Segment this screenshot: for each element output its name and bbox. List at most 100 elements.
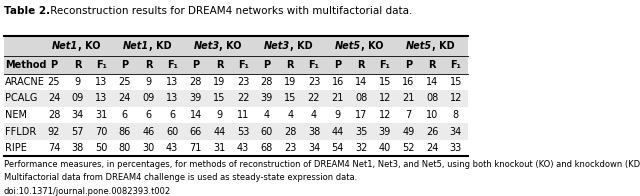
Text: 22: 22: [308, 93, 320, 103]
Text: 7: 7: [405, 110, 412, 120]
Text: 39: 39: [379, 127, 391, 137]
Text: Net1: Net1: [122, 41, 148, 51]
Text: 71: 71: [189, 143, 202, 153]
Text: 57: 57: [72, 127, 84, 137]
Text: 70: 70: [95, 127, 108, 137]
Text: , KO: , KO: [361, 41, 384, 51]
Text: 6: 6: [122, 110, 128, 120]
Text: , KO: , KO: [220, 41, 242, 51]
Text: 68: 68: [260, 143, 273, 153]
Text: 50: 50: [95, 143, 108, 153]
Text: R: R: [145, 60, 152, 70]
Text: 38: 38: [308, 127, 320, 137]
Text: F₁: F₁: [237, 60, 248, 70]
Text: 23: 23: [237, 77, 249, 87]
Text: 6: 6: [145, 110, 152, 120]
Text: 13: 13: [95, 93, 108, 103]
Text: 4: 4: [311, 110, 317, 120]
Text: 60: 60: [260, 127, 273, 137]
Text: 43: 43: [166, 143, 179, 153]
Text: 92: 92: [48, 127, 60, 137]
Text: 15: 15: [213, 93, 226, 103]
Text: P: P: [263, 60, 270, 70]
Text: P: P: [334, 60, 341, 70]
Text: F₁: F₁: [451, 60, 461, 70]
Text: 39: 39: [189, 93, 202, 103]
Text: 28: 28: [48, 110, 60, 120]
Text: 49: 49: [403, 127, 415, 137]
Text: 24: 24: [118, 93, 131, 103]
Text: 31: 31: [213, 143, 225, 153]
Text: , KD: , KD: [432, 41, 455, 51]
Text: 28: 28: [260, 77, 273, 87]
Text: 9: 9: [145, 77, 152, 87]
Text: PCALG: PCALG: [4, 93, 37, 103]
Text: 8: 8: [452, 110, 459, 120]
Text: F₁: F₁: [380, 60, 390, 70]
Text: 12: 12: [449, 93, 462, 103]
Text: Net5: Net5: [406, 41, 432, 51]
Text: 52: 52: [403, 143, 415, 153]
Bar: [4, 36, 468, 56]
Text: 13: 13: [166, 77, 179, 87]
Text: 16: 16: [403, 77, 415, 87]
Bar: [4, 123, 468, 140]
Text: Net3: Net3: [193, 41, 220, 51]
Text: 40: 40: [379, 143, 391, 153]
Text: 34: 34: [308, 143, 320, 153]
Text: 38: 38: [72, 143, 84, 153]
Text: 19: 19: [213, 77, 225, 87]
Text: P: P: [192, 60, 199, 70]
Text: NEM: NEM: [4, 110, 27, 120]
Text: Multifactorial data from DREAM4 challenge is used as steady-state expression dat: Multifactorial data from DREAM4 challeng…: [4, 173, 357, 182]
Text: 34: 34: [450, 127, 462, 137]
Text: P: P: [51, 60, 58, 70]
Text: 23: 23: [284, 143, 296, 153]
Text: 86: 86: [119, 127, 131, 137]
Text: 74: 74: [48, 143, 60, 153]
Text: , KD: , KD: [148, 41, 171, 51]
Text: , KO: , KO: [77, 41, 100, 51]
Text: 9: 9: [216, 110, 223, 120]
Text: 12: 12: [379, 93, 391, 103]
Text: 13: 13: [95, 77, 108, 87]
Text: 22: 22: [237, 93, 250, 103]
Text: Reconstruction results for DREAM4 networks with multifactorial data.: Reconstruction results for DREAM4 networ…: [47, 6, 412, 16]
Text: FFLDR: FFLDR: [4, 127, 36, 137]
Text: 24: 24: [426, 143, 438, 153]
Text: 66: 66: [189, 127, 202, 137]
Text: 25: 25: [118, 77, 131, 87]
Text: 26: 26: [426, 127, 438, 137]
Text: 23: 23: [308, 77, 320, 87]
Text: 17: 17: [355, 110, 367, 120]
Text: 4: 4: [287, 110, 293, 120]
Text: 44: 44: [213, 127, 225, 137]
Bar: [4, 56, 468, 74]
Text: 60: 60: [166, 127, 179, 137]
Text: 09: 09: [142, 93, 155, 103]
Text: 08: 08: [426, 93, 438, 103]
Text: 08: 08: [355, 93, 367, 103]
Text: 30: 30: [142, 143, 155, 153]
Text: R: R: [74, 60, 81, 70]
Text: doi:10.1371/journal.pone.0082393.t002: doi:10.1371/journal.pone.0082393.t002: [4, 187, 171, 196]
Bar: [4, 90, 468, 107]
Text: 80: 80: [119, 143, 131, 153]
Text: 34: 34: [72, 110, 84, 120]
Text: 14: 14: [426, 77, 438, 87]
Text: Method: Method: [4, 60, 46, 70]
Text: , KD: , KD: [291, 41, 313, 51]
Text: 09: 09: [72, 93, 84, 103]
Text: 32: 32: [355, 143, 367, 153]
Text: ARACNE: ARACNE: [4, 77, 45, 87]
Text: Net3: Net3: [264, 41, 291, 51]
Text: F₁: F₁: [308, 60, 319, 70]
Text: 12: 12: [379, 110, 391, 120]
Text: 31: 31: [95, 110, 108, 120]
Text: 28: 28: [284, 127, 296, 137]
Text: 44: 44: [332, 127, 344, 137]
Text: 6: 6: [169, 110, 175, 120]
Text: 14: 14: [355, 77, 367, 87]
Text: 14: 14: [189, 110, 202, 120]
Text: 24: 24: [48, 93, 60, 103]
